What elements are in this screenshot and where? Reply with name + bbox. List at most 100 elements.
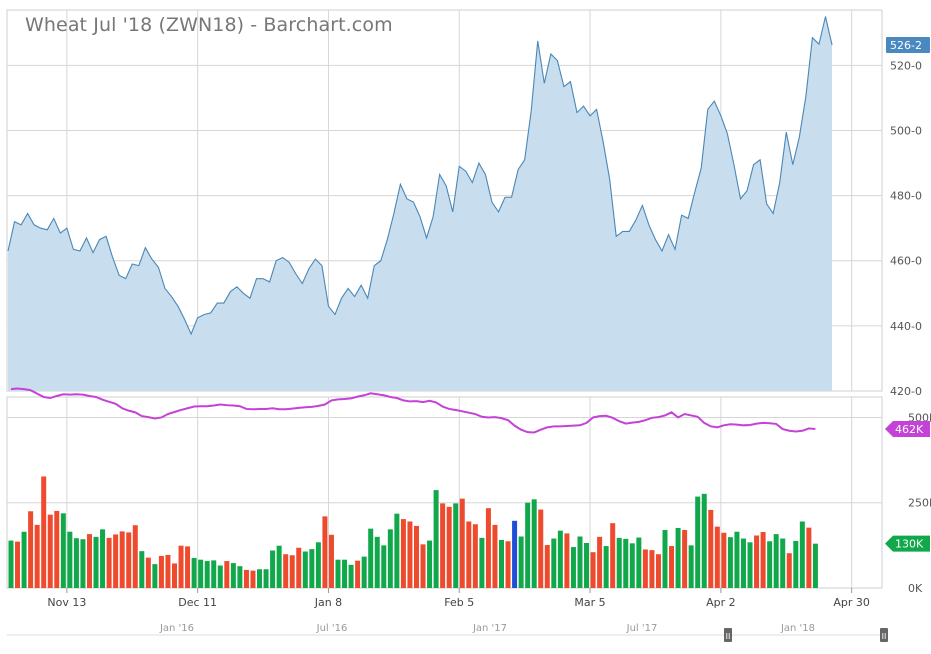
x-tick-label: Mar 5 <box>574 596 605 609</box>
volume-bar <box>80 539 86 588</box>
volume-bar <box>747 542 753 588</box>
volume-bar <box>682 530 688 588</box>
volume-bar <box>263 569 269 588</box>
volume-bar <box>642 549 648 588</box>
volume-bar <box>158 555 164 588</box>
volume-bar <box>669 546 675 588</box>
x-tick-label: Apr 2 <box>706 596 736 609</box>
x-tick-label: Dec 11 <box>178 596 217 609</box>
volume-bar <box>557 530 563 588</box>
timeline-label: Jul '17 <box>626 623 658 634</box>
volume-bar <box>427 540 433 588</box>
volume-bar <box>191 557 197 588</box>
x-tick-label: Apr 30 <box>833 596 870 609</box>
volume-bar <box>198 559 204 588</box>
volume-bar <box>230 563 236 588</box>
volume-bar <box>499 539 504 588</box>
volume-bar <box>315 542 321 588</box>
last-price-label: 526-2 <box>890 39 922 52</box>
volume-bar <box>67 531 73 588</box>
y-tick-label: 440-0 <box>890 320 922 333</box>
timeline-label: Jul '16 <box>316 623 348 634</box>
volume-bar <box>361 556 367 588</box>
volume-bar <box>145 557 151 588</box>
volume-bar <box>793 540 799 588</box>
volume-bar <box>708 509 714 588</box>
open-interest-label: 462K <box>895 423 924 436</box>
volume-bar <box>727 537 733 588</box>
volume-bar <box>812 543 818 588</box>
volume-bar <box>570 547 576 588</box>
volume-bar <box>322 516 328 589</box>
volume-bar <box>381 545 387 588</box>
volume-bar <box>60 513 66 588</box>
price-area-fill <box>8 16 833 391</box>
volume-bar <box>165 554 171 588</box>
x-tick-label: Nov 13 <box>47 596 86 609</box>
y-tick-label: 480-0 <box>890 190 922 203</box>
volume-bar <box>760 532 766 588</box>
volume-bar <box>610 523 616 588</box>
volume-bar <box>420 544 426 588</box>
volume-bar <box>754 535 760 588</box>
volume-bar <box>113 534 119 588</box>
volume-bar <box>767 541 773 588</box>
volume-bar <box>152 564 158 589</box>
chart-title: Wheat Jul '18 (ZWN18) - Barchart.com <box>25 14 393 36</box>
volume-bar <box>584 542 590 588</box>
volume-bar <box>283 554 289 588</box>
volume-y-tick-label: 250K <box>908 497 931 510</box>
timeline-handle[interactable] <box>880 628 888 642</box>
volume-bar <box>675 527 681 588</box>
y-tick-label: 500-0 <box>890 124 922 137</box>
volume-bar <box>695 496 701 588</box>
volume-bar <box>479 537 485 588</box>
volume-bar <box>224 561 230 588</box>
volume-bar <box>629 543 635 588</box>
volume-bar <box>276 545 282 588</box>
volume-bar <box>296 547 302 588</box>
volume-bar <box>623 538 629 588</box>
volume-bar <box>348 564 354 588</box>
volume-bar <box>73 538 79 588</box>
volume-bar <box>505 541 511 588</box>
x-tick-label: Feb 5 <box>444 596 474 609</box>
volume-bar <box>786 553 792 588</box>
volume-bar <box>538 509 544 588</box>
volume-bar <box>257 569 263 588</box>
open-interest-tag <box>885 421 930 438</box>
volume-bar <box>204 561 210 588</box>
volume-bar <box>655 554 661 588</box>
last-volume-tag <box>885 535 930 552</box>
open-interest-line <box>10 387 816 434</box>
volume-bar <box>734 531 740 588</box>
volume-bar <box>649 550 655 588</box>
volume-bar <box>688 545 694 588</box>
volume-bar <box>374 536 380 588</box>
volume-bar <box>309 549 315 588</box>
volume-bar <box>714 526 720 588</box>
timeline-handle-grip: II <box>882 632 887 641</box>
volume-bar <box>132 525 138 588</box>
volume-bar <box>21 531 27 588</box>
volume-bar <box>799 521 805 588</box>
volume-bar <box>211 560 217 588</box>
volume-bar <box>662 530 668 588</box>
volume-bar <box>185 546 191 588</box>
volume-bar <box>564 533 570 588</box>
y-tick-label: 520-0 <box>890 59 922 72</box>
volume-bar <box>459 498 465 588</box>
volume-bar <box>34 524 40 588</box>
volume-bar <box>387 529 393 588</box>
price-line <box>7 16 833 336</box>
timeline-handle[interactable] <box>724 628 732 642</box>
volume-bar <box>119 531 125 588</box>
volume-bar <box>335 559 341 588</box>
y-tick-label: 420-0 <box>890 385 922 398</box>
volume-bar <box>590 552 596 588</box>
y-tick-label: 460-0 <box>890 255 922 268</box>
volume-bar <box>773 534 779 588</box>
volume-bar <box>597 536 603 588</box>
timeline-label: Jan '17 <box>472 623 507 634</box>
